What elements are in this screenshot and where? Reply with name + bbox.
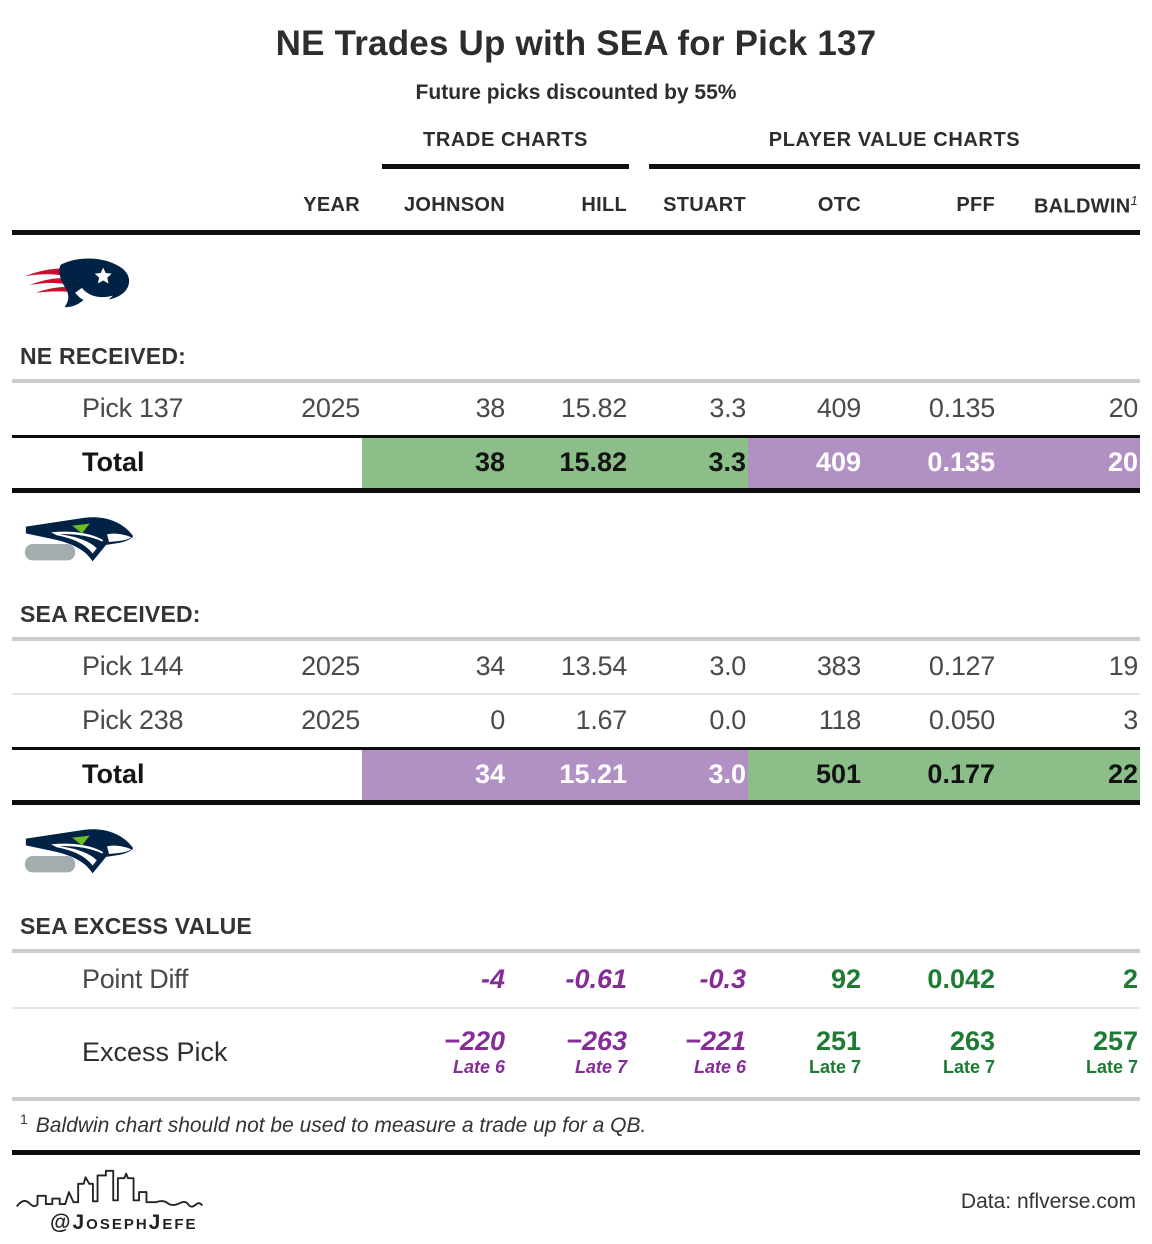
group-player-value-charts: PLAYER VALUE CHARTS: [629, 129, 1140, 169]
divider: [12, 487, 1140, 493]
pff-point-diff: 0.042: [927, 964, 995, 995]
stuart-value: 3.3: [709, 393, 746, 424]
johnson-value: 0: [490, 705, 505, 736]
section-label-ne-received: NE RECEIVED:: [20, 342, 186, 369]
baldwin-total: 22: [997, 749, 1140, 800]
col-baldwin: BALDWIN1: [1033, 193, 1138, 218]
stuart-total: 3.0: [629, 749, 748, 800]
divider: [12, 378, 1140, 383]
year-value: 2025: [301, 651, 360, 682]
year-value: 2025: [301, 705, 360, 736]
total-row-sea: Total 34 15.21 3.0 501 0.177 22: [12, 749, 1140, 800]
data-source: Data: nflverse.com: [960, 1189, 1136, 1213]
total-label: Total: [12, 749, 192, 800]
table-row-pick-238: Pick 238 2025 0 1.67 0.0 118 0.050 3: [12, 695, 1140, 747]
credit-handle: @JosephJefe: [50, 1210, 198, 1234]
otc-value: 409: [816, 393, 861, 424]
hill-value: 15.82: [560, 393, 627, 424]
pick-label: Pick 238: [82, 705, 184, 736]
stuart-total: 3.3: [629, 437, 748, 488]
pff-value: 0.135: [928, 393, 995, 424]
col-johnson: JOHNSON: [403, 194, 505, 217]
baldwin-point-diff: 2: [1122, 964, 1138, 995]
col-pff: PFF: [956, 194, 995, 217]
johnson-point-diff: -4: [480, 964, 505, 995]
hill-total: 15.82: [507, 437, 629, 488]
footnote-text: Baldwin chart should not be used to meas…: [35, 1113, 647, 1137]
footer: @JosephJefe Data: nflverse.com: [12, 1169, 1140, 1235]
hill-value: 1.67: [575, 705, 628, 736]
divider: [12, 1006, 1140, 1009]
otc-total: 501: [748, 749, 863, 800]
credit-block: @JosephJefe: [12, 1169, 292, 1235]
hill-point-diff: -0.61: [565, 964, 627, 995]
divider: [12, 434, 1140, 438]
skyline-sketch-icon: [16, 1169, 203, 1208]
year-value: 2025: [301, 393, 360, 424]
otc-value: 383: [816, 651, 861, 682]
seahawks-logo: [22, 511, 1140, 577]
divider: [12, 948, 1140, 953]
pff-value: 0.050: [928, 705, 995, 736]
baldwin-excess-pick: 257 Late 7: [1085, 1026, 1138, 1078]
johnson-excess-pick: −220 Late 6: [444, 1026, 505, 1078]
trade-analysis-sheet: NE Trades Up with SEA for Pick 137 Futur…: [12, 24, 1140, 1235]
hill-value: 13.54: [560, 651, 627, 682]
pff-total: 0.177: [863, 749, 997, 800]
col-stuart: STUART: [663, 194, 746, 217]
table-row-pick-137: Pick 137 2025 38 15.82 3.3 409 0.135 20: [12, 383, 1140, 435]
footnote: 1 Baldwin chart should not be used to mea…: [20, 1111, 1140, 1138]
stuart-value: 0.0: [709, 705, 746, 736]
otc-excess-pick: 251 Late 7: [808, 1026, 861, 1078]
divider: [12, 1096, 1140, 1101]
total-row-ne: Total 38 15.82 3.3 409 0.135 20: [12, 437, 1140, 488]
baldwin-value: 20: [1108, 393, 1139, 424]
table-row-pick-144: Pick 144 2025 34 13.54 3.0 383 0.127 19: [12, 641, 1140, 693]
stuart-point-diff: -0.3: [699, 964, 746, 995]
pff-excess-pick: 263 Late 7: [942, 1026, 995, 1078]
column-group-header-row: TRADE CHARTS PLAYER VALUE CHARTS: [12, 129, 1140, 169]
baldwin-value: 3: [1123, 705, 1138, 736]
divider: [12, 1149, 1140, 1155]
excess-pick-row: Excess Pick −220 Late 6 −263 Late 7 −221 La…: [12, 1009, 1140, 1097]
section-label-sea-received: SEA RECEIVED:: [20, 600, 201, 627]
pick-label: Pick 137: [82, 393, 184, 424]
col-otc: OTC: [817, 194, 861, 217]
otc-total: 409: [748, 437, 863, 488]
page-subtitle: Future picks discounted by 55%: [415, 81, 737, 104]
point-diff-label: Point Diff: [82, 964, 189, 995]
hill-total: 15.21: [507, 749, 629, 800]
johnson-value: 38: [475, 393, 506, 424]
section-label-sea-excess-value: SEA EXCESS VALUE: [20, 912, 252, 939]
johnson-total: 38: [362, 437, 507, 488]
divider: [12, 746, 1140, 750]
baldwin-value: 19: [1108, 651, 1139, 682]
stuart-excess-pick: −221 Late 6: [685, 1026, 746, 1078]
pff-value: 0.127: [928, 651, 995, 682]
point-diff-row: Point Diff -4 -0.61 -0.3 92 0.042 2: [12, 953, 1140, 1007]
otc-point-diff: 92: [830, 964, 861, 995]
divider: [12, 636, 1140, 641]
total-label: Total: [12, 437, 192, 488]
pick-label: Pick 144: [82, 651, 184, 682]
excess-pick-label: Excess Pick: [82, 1037, 228, 1068]
otc-value: 118: [818, 705, 861, 736]
seahawks-logo: [22, 823, 1140, 889]
johnson-value: 34: [475, 651, 506, 682]
johnson-total: 34: [362, 749, 507, 800]
baldwin-total: 20: [997, 437, 1140, 488]
pff-total: 0.135: [863, 437, 997, 488]
group-trade-charts: TRADE CHARTS: [362, 129, 629, 169]
column-header-row: YEAR JOHNSON HILL STUART OTC PFF BALDWIN…: [12, 175, 1140, 235]
footnote-marker: 1: [20, 1110, 28, 1127]
col-year: YEAR: [303, 194, 360, 217]
stuart-value: 3.0: [709, 651, 746, 682]
footnote-marker: 1: [1130, 193, 1138, 208]
divider: [12, 692, 1140, 695]
divider: [12, 799, 1140, 805]
col-hill: HILL: [581, 194, 627, 217]
patriots-logo: [22, 253, 1140, 319]
hill-excess-pick: −263 Late 7: [566, 1026, 627, 1078]
page-title: NE Trades Up with SEA for Pick 137: [275, 24, 877, 63]
